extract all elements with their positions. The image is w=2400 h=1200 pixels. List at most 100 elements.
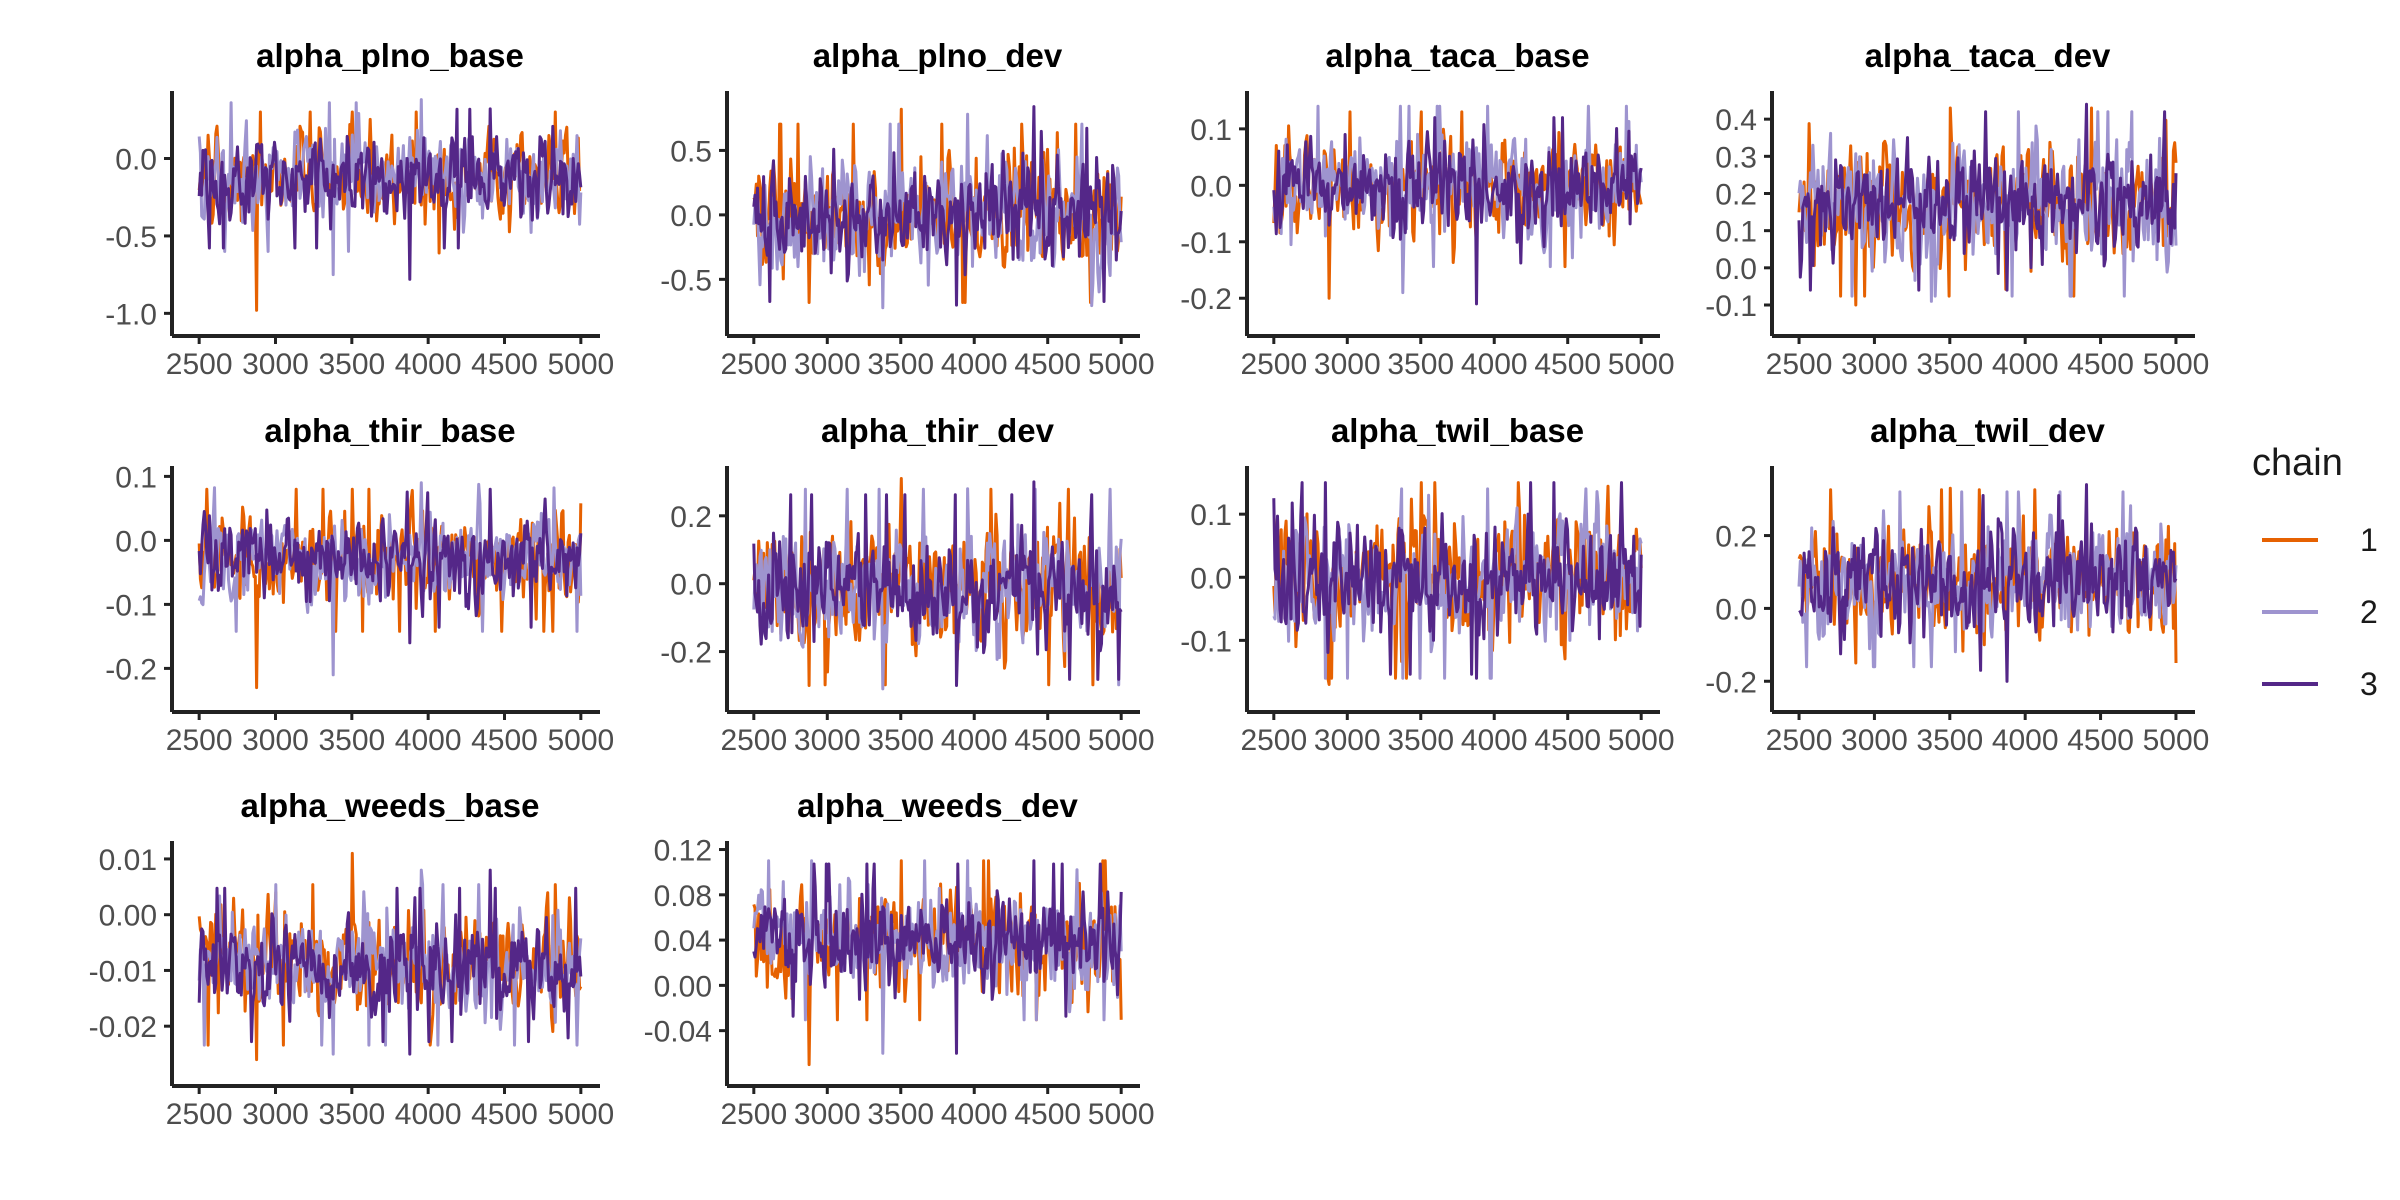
x-tick-label: 2500 (1240, 724, 1307, 757)
y-tick-label: -0.2 (1705, 666, 1757, 699)
y-tick-label: -0.1 (105, 589, 157, 622)
x-tick-label: 3500 (318, 1098, 385, 1131)
x-tick-label: 5000 (547, 1098, 614, 1131)
x-tick-label: 3000 (794, 1098, 861, 1131)
y-tick-label: -0.04 (644, 1016, 712, 1049)
x-tick-label: 4500 (1014, 348, 1081, 381)
x-tick-label: 4500 (2067, 724, 2134, 757)
panel-title: alpha_plno_dev (813, 37, 1063, 74)
trace-chain-3 (1272, 481, 1643, 680)
x-tick-label: 4000 (395, 724, 462, 757)
trace-chain-3 (197, 107, 583, 281)
panel-title: alpha_twil_dev (1870, 412, 2105, 449)
x-tick-label: 3500 (318, 724, 385, 757)
legend-item-3: 3 (2262, 666, 2378, 702)
x-tick-label: 3000 (242, 724, 309, 757)
x-tick-label: 3500 (318, 348, 385, 381)
y-tick-label: 0.2 (670, 501, 712, 534)
x-tick-label: 4500 (1014, 1098, 1081, 1131)
trace-chain-3 (197, 868, 583, 1056)
trace-chain-3 (1272, 116, 1643, 306)
legend-items: 1 2 3 (2262, 522, 2378, 702)
x-tick-label: 3000 (794, 348, 861, 381)
y-tick-label: 0.0 (1190, 562, 1232, 595)
y-tick-label: 0.3 (1715, 141, 1757, 174)
y-tick-label: 0.04 (654, 925, 712, 958)
x-tick-label: 5000 (1608, 724, 1675, 757)
x-tick-label: 3500 (1916, 724, 1983, 757)
panel-alpha-weeds-dev: alpha_weeds_dev 0.12 0.08 0.04 0.00 -0.04 2500… (644, 787, 1155, 1131)
x-tick-label: 5000 (2143, 348, 2210, 381)
x-tick-label: 3500 (867, 1098, 934, 1131)
x-tick-label: 5000 (547, 724, 614, 757)
traces (197, 851, 583, 1062)
x-tick-label: 3500 (867, 724, 934, 757)
x-tick-label: 3000 (1314, 724, 1381, 757)
x-tick-label: 2500 (166, 1098, 233, 1131)
trace-chain-3 (1798, 483, 2178, 683)
y-tick-label: 0.0 (670, 200, 712, 233)
panel-title: alpha_weeds_dev (797, 787, 1078, 824)
y-tick-label: 0.0 (670, 569, 712, 602)
x-tick-label: 3500 (1387, 724, 1454, 757)
y-tick-label: -0.1 (1180, 625, 1232, 658)
y-tick-label: -1.0 (105, 298, 157, 331)
panel-alpha-thir-base: alpha_thir_base 0.1 0.0 -0.1 -0.2 2500 3000 350… (105, 412, 614, 757)
y-tick-label: -0.5 (105, 221, 157, 254)
trace-chain-3 (1797, 102, 2178, 292)
panel-title: alpha_twil_base (1331, 412, 1584, 449)
traces (752, 859, 1123, 1067)
x-tick-label: 2500 (166, 348, 233, 381)
traces (1797, 483, 2178, 683)
x-tick-label: 3000 (242, 348, 309, 381)
legend-item-2: 2 (2262, 594, 2378, 630)
panel-alpha-twil-dev: alpha_twil_dev 0.2 0.0 -0.2 2500 3000 3500 4000… (1705, 412, 2209, 757)
panel-alpha-plno-dev: alpha_plno_dev 0.5 0.0 -0.5 2500 3000 3500 4000… (660, 37, 1154, 381)
x-tick-label: 3500 (1916, 348, 1983, 381)
y-tick-label: 0.00 (654, 970, 712, 1003)
legend-item-1: 1 (2262, 522, 2378, 558)
y-tick-label: -0.2 (660, 637, 712, 670)
x-tick-label: 4000 (1461, 724, 1528, 757)
y-tick-label: 0.0 (115, 525, 157, 558)
legend-label: 3 (2360, 666, 2378, 702)
x-tick-label: 3500 (867, 348, 934, 381)
panel-title: alpha_plno_base (256, 37, 524, 74)
x-tick-label: 4000 (941, 724, 1008, 757)
traces (197, 98, 583, 312)
x-tick-label: 3000 (1841, 348, 1908, 381)
x-tick-label: 2500 (1240, 348, 1307, 381)
traces (1272, 104, 1643, 306)
y-tick-label: 0.2 (1715, 521, 1757, 554)
panel-title: alpha_thir_dev (821, 412, 1055, 449)
x-tick-label: 3000 (1841, 724, 1908, 757)
x-tick-label: 4000 (395, 1098, 462, 1131)
panel-alpha-taca-dev: alpha_taca_dev 0.4 0.3 0.2 0.1 0.0 -0.1 2500 300… (1705, 37, 2209, 381)
traces (752, 105, 1123, 310)
y-tick-label: 0.1 (1715, 216, 1757, 249)
panel-title: alpha_taca_base (1325, 37, 1589, 74)
panel-title: alpha_taca_dev (1865, 37, 2111, 74)
x-tick-label: 4500 (471, 724, 538, 757)
x-tick-label: 5000 (1088, 1098, 1155, 1131)
x-tick-label: 5000 (1088, 724, 1155, 757)
y-tick-label: 0.08 (654, 880, 712, 913)
legend-label: 1 (2360, 522, 2378, 558)
y-tick-label: 0.4 (1715, 104, 1757, 137)
x-tick-label: 2500 (1766, 724, 1833, 757)
x-tick-label: 4500 (471, 348, 538, 381)
y-tick-label: 0.00 (99, 900, 157, 933)
x-tick-label: 3000 (1314, 348, 1381, 381)
y-tick-label: 0.0 (1715, 253, 1757, 286)
x-tick-label: 3500 (1387, 348, 1454, 381)
x-tick-label: 3000 (242, 1098, 309, 1131)
y-tick-label: -0.1 (1180, 227, 1232, 260)
y-tick-label: 0.12 (654, 835, 712, 868)
trace-chain-3 (752, 105, 1123, 307)
x-tick-label: 4500 (2067, 348, 2134, 381)
panel-alpha-weeds-base: alpha_weeds_base 0.01 0.00 -0.01 -0.02 2500 30… (89, 787, 615, 1131)
x-tick-label: 4000 (1992, 348, 2059, 381)
traces (752, 477, 1123, 691)
